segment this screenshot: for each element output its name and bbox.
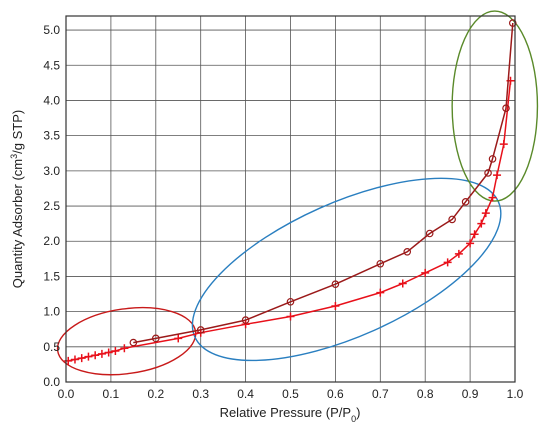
adsorption-point [454, 249, 463, 258]
highlight-ellipse [451, 10, 539, 202]
y-tick-label: 0.0 [43, 375, 60, 389]
plot-frame [65, 15, 516, 383]
y-tick-label: 2.0 [43, 234, 60, 248]
adsorption-point [104, 348, 113, 357]
adsorption-point [111, 347, 120, 356]
adsorption-point [376, 288, 385, 297]
y-tick-label: 2.5 [43, 199, 60, 213]
y-tick-labels: 0.0 0.5 1.0 1.5 2.0 2.5 3.0 3.5 4.0 4.5 5.0 [43, 23, 60, 389]
desorption-point [196, 326, 205, 334]
adsorption-point [97, 349, 106, 358]
y-tick-label: 1.5 [43, 269, 60, 283]
adsorption-point [84, 352, 93, 361]
desorption-point [376, 259, 385, 268]
desorption-point [152, 334, 160, 343]
desorption-point [484, 169, 492, 177]
grid [65, 16, 516, 383]
x-tick-label: 0.2 [147, 387, 164, 401]
adsorption-point [331, 301, 340, 310]
adsorption-point [174, 334, 183, 343]
adsorption-point [466, 239, 475, 248]
adsorption-point [120, 344, 129, 353]
x-tick-label: 0.5 [282, 387, 299, 401]
adsorption-point [493, 171, 502, 180]
adsorption-line [68, 80, 512, 362]
x-tick-label: 0.6 [327, 387, 344, 401]
x-tick-label: 0.1 [103, 387, 120, 401]
x-tick-label: 0.9 [462, 387, 479, 401]
highlight-ellipses [56, 10, 539, 376]
adsorption-point [286, 312, 295, 321]
data-series [64, 19, 517, 365]
y-tick-label: 5.0 [43, 23, 60, 37]
desorption-point [129, 338, 138, 347]
x-tick-label: 1.0 [507, 387, 524, 401]
desorption-point [331, 280, 340, 288]
x-tick-label: 0.7 [372, 387, 389, 401]
desorption-point [425, 229, 434, 238]
x-tick-label: 0.8 [417, 387, 434, 401]
adsorption-point [470, 230, 479, 239]
y-tick-label: 1.0 [43, 305, 60, 319]
x-tick-label: 0.4 [237, 387, 254, 401]
x-axis-title: Relative Pressure (P/P0) [220, 405, 361, 424]
desorption-point [508, 19, 517, 27]
adsorption-point [477, 219, 486, 228]
adsorption-point [77, 354, 86, 363]
adsorption-point [499, 140, 508, 149]
highlight-ellipse [191, 177, 502, 362]
adsorption-point [443, 258, 452, 267]
desorption-point [502, 104, 510, 113]
adsorption-point [70, 355, 79, 364]
adsorption-point [91, 351, 100, 360]
y-tick-label: 3.5 [43, 129, 60, 143]
y-tick-label: 4.0 [43, 93, 60, 107]
adsorption-point [421, 268, 430, 277]
y-axis-title: Quantity Adsorber (cm3/g STP) [9, 110, 25, 288]
adsorption-point [488, 193, 497, 202]
y-tick-label: 0.5 [43, 340, 60, 354]
x-tick-labels: 0.0 0.1 0.2 0.3 0.4 0.5 0.6 0.7 0.8 0.9 1.0 [58, 387, 524, 401]
desorption-point [241, 316, 250, 324]
x-tick-label: 0.0 [58, 387, 75, 401]
y-tick-label: 4.5 [43, 58, 60, 72]
desorption-line [133, 22, 514, 344]
adsorption-point [398, 279, 407, 288]
adsorption-point [481, 209, 490, 218]
desorption-point [461, 198, 470, 206]
desorption-point [403, 247, 412, 256]
x-tick-label: 0.3 [192, 387, 209, 401]
desorption-point [448, 215, 456, 224]
adsorption-point [241, 320, 250, 329]
desorption-point [488, 155, 497, 163]
desorption-point [286, 297, 295, 306]
y-tick-label: 3.0 [43, 164, 60, 178]
